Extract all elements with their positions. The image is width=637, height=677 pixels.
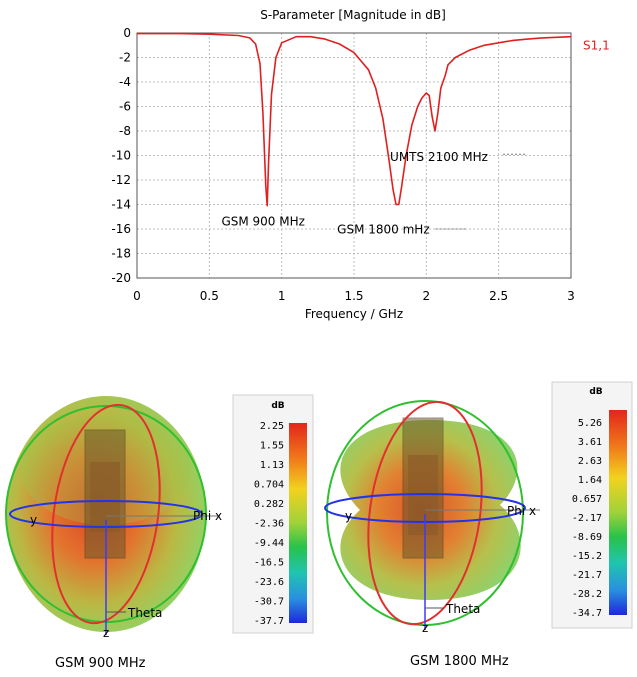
colorbar-tick-label: 3.61 (578, 437, 602, 448)
series-group: S1,1 (137, 32, 610, 207)
colorbar-tick-label: -2.36 (254, 519, 284, 530)
series-line-s11 (137, 32, 572, 207)
x-tick-label: 2.5 (489, 289, 508, 303)
annotation-group: GSM 900 MHz GSM 1800 mHz UMTS 2100 MHz (221, 150, 528, 237)
chart-grid (136, 32, 572, 279)
pattern-900-theta-label: Theta (127, 606, 162, 620)
y-tick-label: -12 (111, 173, 131, 187)
colorbar-1800-unit: dB (589, 387, 602, 397)
colorbar-tick-label: 5.26 (578, 418, 602, 429)
y-tick-label: -14 (111, 198, 131, 212)
annotation-label: GSM 900 MHz (221, 215, 304, 229)
colorbar-tick-label: -28.2 (572, 589, 602, 600)
colorbar-tick-label: 1.64 (578, 475, 602, 486)
pattern-900-plot: Phi x y z Theta (5, 396, 222, 640)
y-tick-label: -6 (119, 100, 131, 114)
y-tick-label: -10 (111, 149, 131, 163)
y-tick-label: -4 (119, 75, 131, 89)
x-tick-label: 2 (423, 289, 431, 303)
colorbar-900-gradient (289, 423, 307, 623)
pattern-900-z-label: z (103, 626, 109, 640)
colorbar-tick-label: 2.63 (578, 456, 602, 467)
colorbar-tick-label: -2.17 (572, 513, 602, 524)
colorbar-tick-label: -21.7 (572, 570, 602, 581)
colorbar-900-labels: 2.25 1.55 1.13 0.704 0.282 -2.36 -9.44 -16.5 -23… (254, 421, 284, 627)
annotation-label: UMTS 2100 MHz (390, 150, 488, 164)
colorbar-900: dB 2.25 1.55 1.13 0.704 0.282 -2.36 -9.44 -16.5… (232, 394, 314, 634)
annotation-label: GSM 1800 mHz (337, 223, 429, 237)
x-tick-label: 1.5 (344, 289, 363, 303)
colorbar-tick-label: -23.6 (254, 577, 284, 588)
x-tick-label: 0 (133, 289, 141, 303)
pattern-1800-caption: GSM 1800 MHz (410, 654, 509, 669)
colorbar-900-unit: dB (271, 401, 284, 411)
pattern-900-meridian-red (51, 403, 161, 625)
pattern-1800-theta-label: Theta (445, 602, 480, 616)
y-tick-label: -8 (119, 124, 131, 138)
colorbar-tick-label: -34.7 (572, 608, 602, 619)
colorbar-tick-label: -15.2 (572, 551, 602, 562)
pattern-1800-z-label: z (422, 621, 428, 635)
colorbar-tick-label: -37.7 (254, 616, 284, 627)
colorbar-tick-label: -9.44 (254, 538, 284, 549)
x-axis-title: Frequency / GHz (305, 307, 403, 321)
y-tick-label: -16 (111, 222, 131, 236)
pattern-1800-plot: Phi x y z Theta (324, 400, 540, 635)
pattern-900-y-label: y (30, 513, 37, 527)
y-tick-label: -20 (111, 271, 131, 285)
pattern-1800-phi-label: Phi x (507, 504, 536, 518)
colorbar-1800: dB 5.26 3.61 2.63 1.64 0.657 -2.17 -8.69 -15.2 -… (551, 381, 633, 629)
legend-label-s11: S1,1 (583, 39, 610, 53)
x-tick-labels: 0 0.5 1 1.5 2 2.5 3 (133, 289, 575, 303)
pattern-900-caption: GSM 900 MHz (55, 656, 146, 671)
x-tick-label: 3 (567, 289, 575, 303)
colorbar-tick-label: 0.657 (572, 494, 602, 505)
pattern-1800-y-label: y (345, 509, 352, 523)
colorbar-1800-gradient (609, 410, 627, 615)
y-tick-label: -2 (119, 51, 131, 65)
colorbar-tick-label: 1.55 (260, 441, 284, 452)
colorbar-tick-label: 2.25 (260, 421, 284, 432)
pattern-900-antenna-inner (90, 462, 120, 532)
plot-frame (136, 32, 572, 279)
colorbar-tick-label: -8.69 (572, 532, 602, 543)
x-tick-label: 0.5 (200, 289, 219, 303)
pattern-900-phi-label: Phi x (193, 509, 222, 523)
y-tick-label: -18 (111, 247, 131, 261)
colorbar-tick-label: -30.7 (254, 597, 284, 608)
y-tick-label: 0 (123, 26, 131, 40)
chart-title: S-Parameter [Magnitude in dB] (260, 8, 446, 22)
colorbar-tick-label: 0.282 (254, 499, 284, 510)
colorbar-tick-label: -16.5 (254, 558, 284, 569)
colorbar-tick-label: 0.704 (254, 480, 284, 491)
y-tick-labels: 0 -2 -4 -6 -8 -10 -12 -14 -16 -18 -20 (111, 26, 131, 285)
colorbar-tick-label: 1.13 (260, 460, 284, 471)
x-tick-label: 1 (278, 289, 286, 303)
colorbar-1800-labels: 5.26 3.61 2.63 1.64 0.657 -2.17 -8.69 -15.2 -21.… (572, 418, 602, 619)
